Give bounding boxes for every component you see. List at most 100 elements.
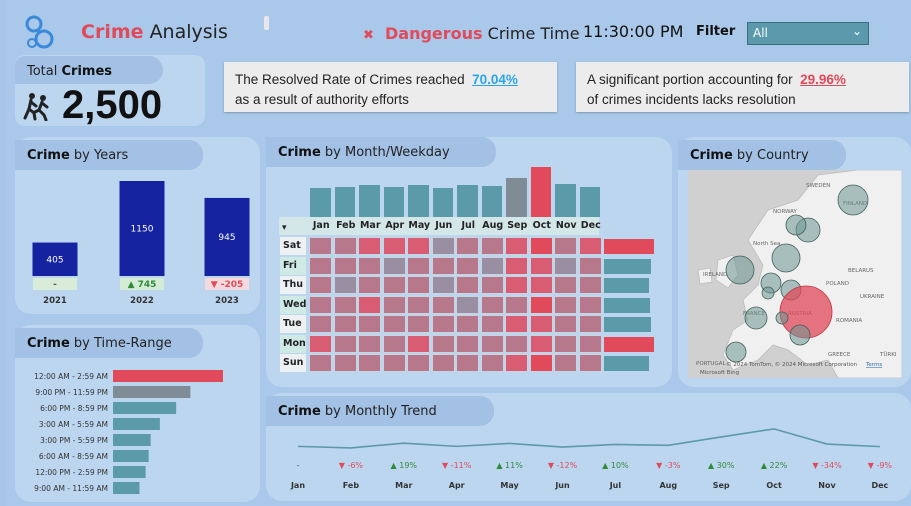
- month-total-column[interactable]: [432, 188, 453, 217]
- heatmap-cell[interactable]: [505, 334, 528, 353]
- heatmap-cell[interactable]: [554, 237, 577, 255]
- heatmap-cell[interactable]: [382, 334, 406, 353]
- heatmap-cell[interactable]: [407, 256, 430, 275]
- heatmap-cell[interactable]: [578, 256, 602, 275]
- heatmap-cell[interactable]: [578, 276, 602, 294]
- heatmap-cell[interactable]: [431, 237, 455, 255]
- heatmap-cell[interactable]: [407, 295, 430, 314]
- heatmap-cell[interactable]: [554, 334, 577, 353]
- weekday-total-bar[interactable]: [604, 258, 651, 274]
- heatmap-cell[interactable]: [382, 256, 406, 275]
- heatmap-cell[interactable]: [529, 334, 553, 353]
- heatmap-cell[interactable]: [480, 315, 504, 333]
- heatmap-cell[interactable]: [431, 315, 455, 333]
- month-total-column[interactable]: [555, 184, 576, 217]
- timerange-bar[interactable]: [113, 466, 146, 478]
- timerange-bar[interactable]: [113, 402, 177, 414]
- heatmap-cell[interactable]: [529, 295, 553, 314]
- month-total-column[interactable]: [457, 185, 478, 217]
- country-bubble[interactable]: [789, 324, 811, 346]
- heatmap-cell[interactable]: [358, 315, 381, 333]
- heatmap-cell[interactable]: [529, 256, 553, 275]
- heatmap-cell[interactable]: [554, 256, 577, 275]
- country-bubble[interactable]: [775, 311, 789, 325]
- heatmap-cell[interactable]: [309, 315, 332, 333]
- heatmap-cell[interactable]: [456, 276, 479, 294]
- heatmap-cell[interactable]: [480, 256, 504, 275]
- heatmap-cell[interactable]: [554, 276, 577, 294]
- weekday-total-bar[interactable]: [604, 239, 654, 254]
- sort-icon[interactable]: ▾: [282, 223, 287, 233]
- heatmap-cell[interactable]: [382, 276, 406, 294]
- heatmap-cell[interactable]: [554, 315, 577, 333]
- heatmap-cell[interactable]: [480, 354, 504, 372]
- timerange-bar[interactable]: [113, 482, 140, 494]
- heatmap-cell[interactable]: [529, 237, 553, 255]
- filter-select[interactable]: All ⌄: [747, 22, 869, 45]
- heatmap-cell[interactable]: [333, 295, 357, 314]
- heatmap-cell[interactable]: [480, 276, 504, 294]
- year-bar[interactable]: [32, 242, 78, 276]
- heatmap-cell[interactable]: [431, 256, 455, 275]
- heatmap-cell[interactable]: [578, 334, 602, 353]
- heatmap-cell[interactable]: [309, 276, 332, 294]
- heatmap-cell[interactable]: [407, 354, 430, 372]
- month-total-column[interactable]: [579, 186, 600, 217]
- month-total-column[interactable]: [530, 167, 551, 217]
- timerange-bar[interactable]: [113, 386, 191, 398]
- heatmap-cell[interactable]: [309, 256, 332, 275]
- heatmap-cell[interactable]: [407, 237, 430, 255]
- heatmap-cell[interactable]: [333, 354, 357, 372]
- weekday-total-bar[interactable]: [604, 278, 649, 293]
- heatmap-cell[interactable]: [554, 354, 577, 372]
- heatmap-cell[interactable]: [505, 237, 528, 255]
- heatmap-cell[interactable]: [529, 276, 553, 294]
- heatmap-cell[interactable]: [309, 334, 332, 353]
- heatmap-cell[interactable]: [309, 295, 332, 314]
- heatmap-cell[interactable]: [505, 276, 528, 294]
- heatmap-cell[interactable]: [505, 354, 528, 372]
- heatmap-cell[interactable]: [333, 237, 357, 255]
- country-bubble[interactable]: [761, 286, 775, 300]
- month-total-column[interactable]: [359, 185, 380, 217]
- country-bubble[interactable]: [837, 184, 869, 216]
- heatmap-cell[interactable]: [431, 334, 455, 353]
- month-total-column[interactable]: [383, 186, 404, 217]
- heatmap-cell[interactable]: [578, 237, 602, 255]
- timerange-bar[interactable]: [113, 370, 223, 382]
- heatmap-cell[interactable]: [431, 354, 455, 372]
- heatmap-cell[interactable]: [456, 315, 479, 333]
- heatmap-cell[interactable]: [309, 237, 332, 255]
- country-bubble[interactable]: [725, 341, 747, 363]
- europe-bubble-map[interactable]: SWEDENFINLANDNORWAYNorth SeaIRELANDBELAR…: [688, 170, 902, 378]
- heatmap-cell[interactable]: [358, 276, 381, 294]
- month-total-column[interactable]: [408, 185, 429, 217]
- heatmap-cell[interactable]: [382, 354, 406, 372]
- heatmap-cell[interactable]: [407, 315, 430, 333]
- map-terms-link[interactable]: Terms: [865, 362, 882, 368]
- heatmap-cell[interactable]: [505, 295, 528, 314]
- heatmap-cell[interactable]: [480, 237, 504, 255]
- heatmap-cell[interactable]: [578, 295, 602, 314]
- timerange-bar[interactable]: [113, 450, 149, 462]
- heatmap-cell[interactable]: [407, 276, 430, 294]
- year-bar[interactable]: [119, 181, 165, 276]
- heatmap-cell[interactable]: [333, 276, 357, 294]
- month-total-column[interactable]: [506, 177, 527, 217]
- country-bubble[interactable]: [785, 214, 807, 236]
- heatmap-cell[interactable]: [456, 256, 479, 275]
- heatmap-cell[interactable]: [407, 334, 430, 353]
- country-bubble[interactable]: [771, 243, 801, 273]
- heatmap-cell[interactable]: [456, 237, 479, 255]
- heatmap-cell[interactable]: [309, 354, 332, 372]
- year-bar[interactable]: [204, 197, 250, 276]
- heatmap-cell[interactable]: [358, 354, 381, 372]
- heatmap-cell[interactable]: [431, 276, 455, 294]
- heatmap-cell[interactable]: [431, 295, 455, 314]
- trend-line[interactable]: [297, 428, 880, 449]
- heatmap-cell[interactable]: [358, 256, 381, 275]
- weekday-total-bar[interactable]: [604, 336, 654, 352]
- weekday-total-bar[interactable]: [604, 297, 651, 313]
- heatmap-cell[interactable]: [382, 237, 406, 255]
- heatmap-cell[interactable]: [480, 295, 504, 314]
